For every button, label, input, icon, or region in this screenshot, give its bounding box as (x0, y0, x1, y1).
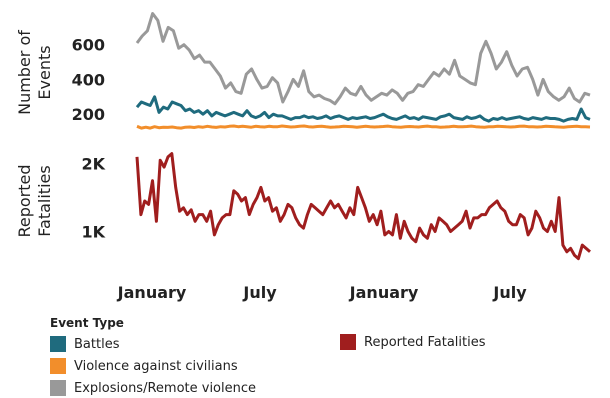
legend-label-violence: Violence against civilians (74, 358, 238, 374)
y-axis-title: Number ofEvents (15, 30, 54, 115)
legend-item-battles: Battles (50, 336, 119, 352)
events-panel: 200 400 600 Number ofEvents (15, 12, 591, 130)
x-tick-label: July (242, 283, 277, 302)
legend-swatch-explosions (50, 380, 66, 396)
legend-label-battles: Battles (74, 336, 120, 352)
x-axis: January July January July (117, 283, 528, 302)
y-axis-title: ReportedFatalities (15, 164, 54, 237)
y-axis-title-line: Fatalities (35, 165, 54, 236)
chart-canvas: 200 400 600 Number ofEvents 1K 2K ReportedFat… (15, 12, 591, 302)
series-line-violence-against-civilians (136, 124, 591, 130)
y-axis-title-line: Reported (15, 164, 34, 237)
x-tick-label: July (492, 283, 527, 302)
legend-title: Event Type (50, 316, 124, 330)
legend-label-explosions: Explosions/Remote violence (74, 380, 256, 396)
y-tick-label: 400 (72, 70, 105, 89)
y-axis-title-line: Events (35, 45, 54, 99)
y-tick-label: 600 (72, 36, 105, 55)
legend-label-fatalities: Reported Fatalities (364, 334, 486, 350)
y-tick-label: 2K (81, 155, 105, 174)
y-axis-title-line: Number of (15, 30, 34, 115)
y-tick-label: 200 (72, 105, 105, 124)
series-line-battles (135, 95, 591, 123)
legend-item-explosions: Explosions/Remote violence (50, 380, 256, 396)
series-line-reported-fatalities (135, 152, 591, 261)
legend-swatch-fatalities (340, 334, 356, 350)
legend-swatch-battles (50, 336, 66, 352)
fatalities-panel: 1K 2K ReportedFatalities (15, 152, 591, 261)
legend-item-reported-fatalities: Reported Fatalities (340, 334, 486, 350)
legend-swatch-violence (50, 358, 66, 374)
x-tick-label: January (349, 283, 419, 302)
legend-item-violence-against-civilians: Violence against civilians (50, 358, 238, 374)
y-tick-label: 1K (81, 223, 105, 242)
series-line-explosions-remote-violence (135, 12, 591, 106)
x-tick-label: January (117, 283, 187, 302)
